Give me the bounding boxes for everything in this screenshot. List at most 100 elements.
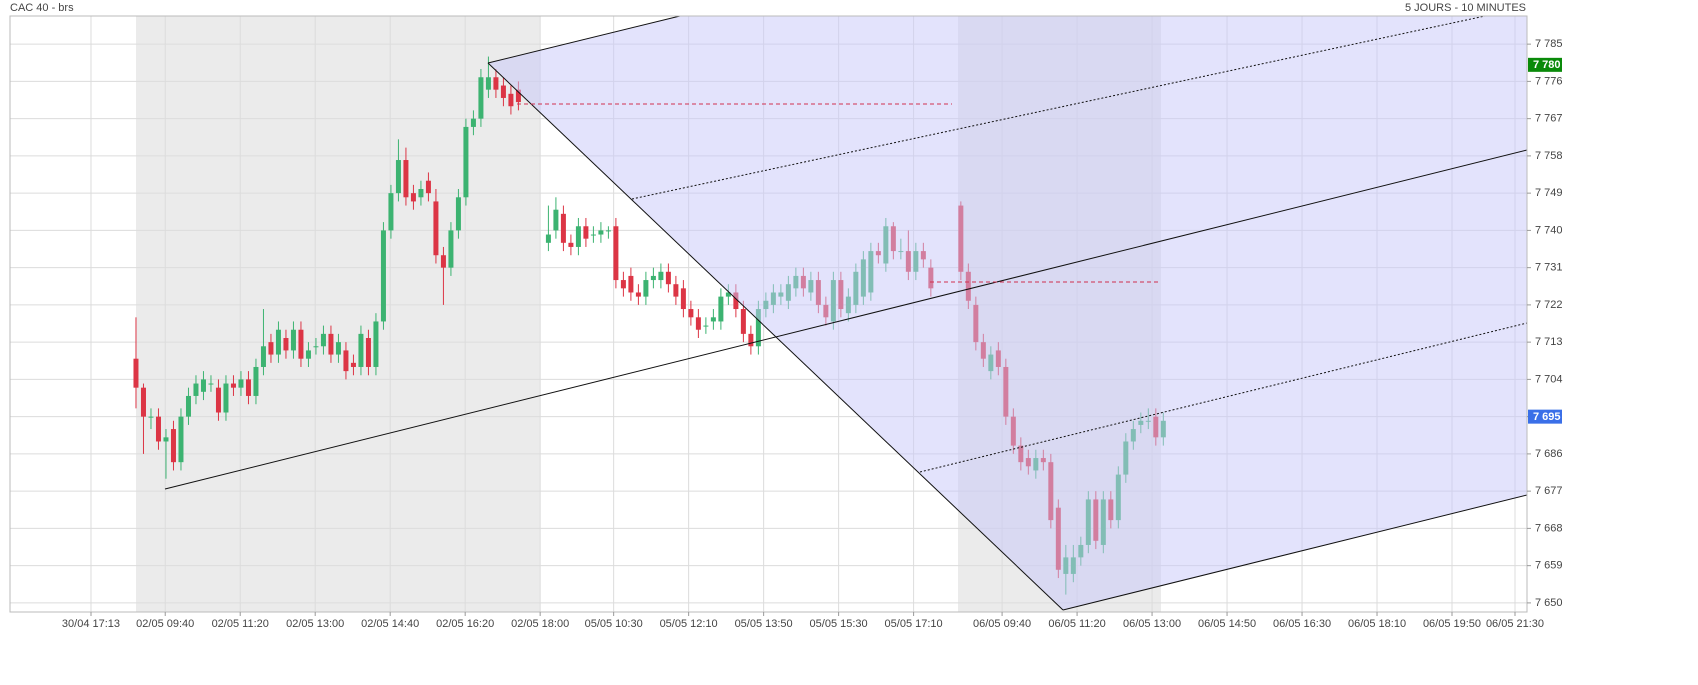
candle-body [305,350,311,359]
candle-body [470,118,476,127]
y-tick-label: 7 731 [1535,262,1563,274]
pitchfork-line [164,149,1528,490]
y-tick-label: 7 650 [1535,597,1563,609]
pitchfork-line [1062,494,1528,611]
chart-title: CAC 40 - brs [10,2,74,14]
candle-body [373,321,379,367]
candle-body [208,383,214,385]
candle-body [260,346,266,367]
y-tick-label: 7 677 [1535,485,1563,497]
candle-body [680,288,686,310]
candle-body [200,379,206,392]
candle-body [185,395,191,417]
candle-body [358,333,364,367]
candle-body [718,296,724,322]
candle-body [380,230,386,322]
candle-body [733,292,739,310]
candle-body [268,342,274,355]
x-tick-label: 02/05 18:00 [511,618,569,630]
x-tick-label: 02/05 14:40 [361,618,419,630]
candle-body [515,89,521,103]
y-tick-label: 7 767 [1535,113,1563,125]
y-tick-label: 7 758 [1535,150,1563,162]
candle-body [440,255,446,268]
candle-body [313,346,319,348]
x-tick-label: 06/05 09:40 [973,618,1031,630]
axes: 7 785 7 776 7 767 7 758 7 749 7 740 7 731 7 722… [62,38,1563,630]
candle-body [583,226,589,239]
chart-subtitle: 5 JOURS - 10 MINUTES [1405,2,1526,14]
y-tick-label: 7 686 [1535,448,1563,460]
candle-body [613,226,619,281]
y-tick-label: 7 776 [1535,75,1563,87]
y-tick-label: 7 659 [1535,560,1563,572]
y-tick-label: 7 704 [1535,373,1563,385]
x-tick-label: 05/05 17:10 [885,618,943,630]
pitchfork-line [487,62,1064,611]
candle-body [448,230,454,268]
candle-body [740,309,746,334]
session-shade [136,16,540,612]
price-tag [1528,409,1562,424]
x-tick-label: 06/05 11:20 [1048,618,1105,630]
candle-body [388,193,394,231]
candle-body [703,325,709,327]
candle-body [193,383,199,396]
x-tick-label: 06/05 13:00 [1123,618,1181,630]
candle-body [545,234,551,243]
candle-body [748,333,754,347]
candle-body [643,280,649,297]
x-tick-label: 06/05 21:30 [1486,618,1544,630]
candle-body [433,201,439,256]
candle-body [245,379,251,396]
x-tick-label: 02/05 13:00 [286,618,344,630]
pitchfork-line [487,15,681,64]
x-tick-label: 05/05 15:30 [810,618,868,630]
y-tick-label: 7 668 [1535,522,1563,534]
y-tick-label: 7 740 [1535,224,1563,236]
candle-body [455,197,461,231]
candle-body [410,193,416,202]
candle-body [275,329,281,355]
candle-body [755,309,761,347]
candle-body [725,292,731,297]
x-tick-label: 02/05 11:20 [212,618,269,630]
candle-body [553,209,559,231]
candle-body [598,230,604,235]
x-tick-label: 06/05 19:50 [1423,618,1481,630]
x-tick-label: 02/05 16:20 [436,618,494,630]
candle-body [223,383,229,413]
x-tick-label: 05/05 13:50 [735,618,793,630]
x-tick-label: 02/05 09:40 [136,618,194,630]
candle-body [238,379,244,388]
candle-body [620,280,626,289]
candle-body [560,213,566,243]
candle-body [695,317,701,330]
candle-body [403,160,409,198]
candle-body [590,234,596,236]
candle-body [343,350,349,372]
candle-body [418,189,424,198]
candle-body [395,160,401,194]
candle-body [163,437,169,442]
candle-body [155,416,161,442]
candle-body [170,429,176,463]
price-tag [1528,57,1562,72]
candle-body [133,358,139,388]
candle-body [328,333,334,355]
price-tag-label: 7 695 [1533,411,1561,423]
candle-body [463,126,469,198]
candle-body [688,309,694,318]
candle-body [605,230,611,232]
candle-body [493,77,499,90]
candle-body [178,416,184,463]
candle-body [508,93,514,107]
x-tick-label: 30/04 17:13 [62,618,120,630]
candle-body [575,226,581,247]
candle-body [320,333,326,347]
pitchfork-zone [488,16,1527,610]
candle-body [485,77,491,90]
candle-body [500,85,506,98]
candle-body [665,271,671,285]
